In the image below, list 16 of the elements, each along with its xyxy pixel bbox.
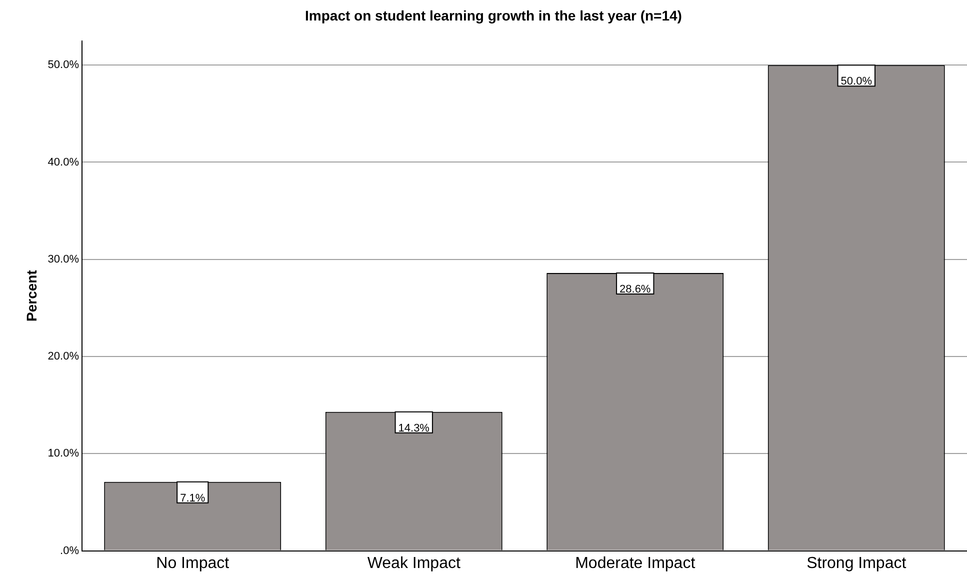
x-tick-label: Strong Impact	[806, 554, 907, 572]
y-tick-label: 50.0%	[48, 59, 80, 72]
data-label: 50.0%	[840, 76, 872, 88]
chart-title: Impact on student learning growth in the last year (n=14)	[305, 7, 682, 24]
data-label: 14.3%	[398, 422, 430, 434]
y-tick-label: .0%	[60, 544, 80, 557]
y-tick-label: 10.0%	[48, 448, 80, 460]
data-label: 7.1%	[180, 492, 206, 504]
y-tick-label: 30.0%	[48, 253, 80, 266]
x-tick-label: Weak Impact	[367, 554, 461, 572]
y-tick-label: 20.0%	[48, 350, 80, 363]
y-tick-label: 40.0%	[48, 156, 80, 168]
x-tick-label: Moderate Impact	[575, 554, 696, 572]
x-tick-label: No Impact	[156, 554, 230, 572]
y-axis-title: Percent	[23, 270, 40, 322]
data-label: 28.6%	[620, 284, 651, 296]
